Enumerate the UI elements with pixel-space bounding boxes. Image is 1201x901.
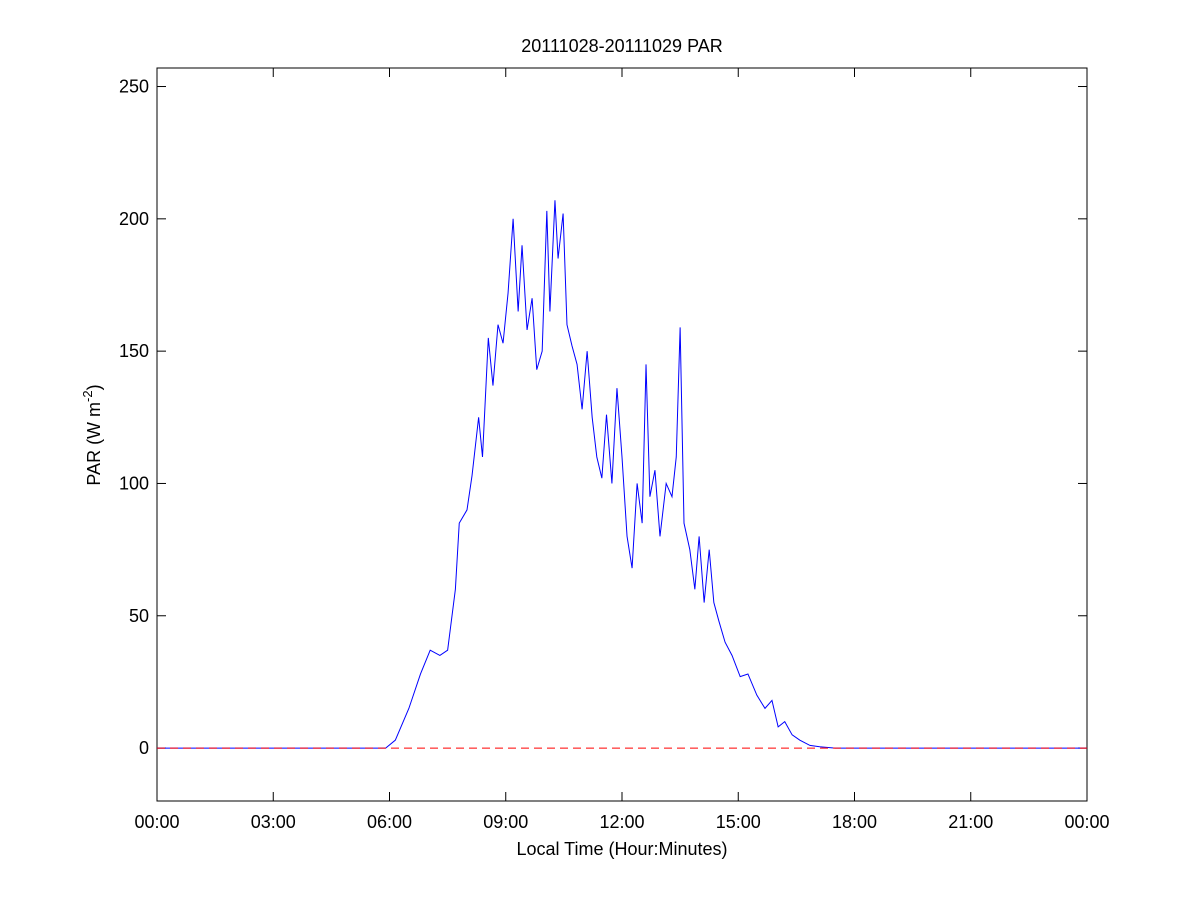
x-tick-label: 09:00	[483, 812, 528, 832]
y-tick-label: 50	[129, 606, 149, 626]
x-tick-label: 00:00	[134, 812, 179, 832]
x-tick-label: 00:00	[1064, 812, 1109, 832]
data-line	[157, 200, 1087, 749]
y-axis-label: PAR (W m-2)	[80, 384, 104, 485]
y-tick-label: 100	[119, 473, 149, 493]
x-tick-label: 15:00	[716, 812, 761, 832]
x-tick-label: 21:00	[948, 812, 993, 832]
y-tick-label: 200	[119, 209, 149, 229]
x-axis-label: Local Time (Hour:Minutes)	[516, 839, 727, 859]
x-tick-label: 03:00	[251, 812, 296, 832]
y-axis-label-suffix: )	[84, 384, 104, 390]
x-tick-label: 12:00	[599, 812, 644, 832]
y-tick-label: 150	[119, 341, 149, 361]
chart-title: 20111028-20111029 PAR	[521, 36, 723, 56]
y-tick-label: 250	[119, 77, 149, 97]
y-axis-label-superscript: -2	[80, 390, 95, 402]
plot-area	[156, 67, 1088, 802]
x-tick-label: 06:00	[367, 812, 412, 832]
y-tick-label: 0	[139, 738, 149, 758]
y-axis-label-text: PAR (W m	[84, 402, 104, 486]
x-tick-label: 18:00	[832, 812, 877, 832]
